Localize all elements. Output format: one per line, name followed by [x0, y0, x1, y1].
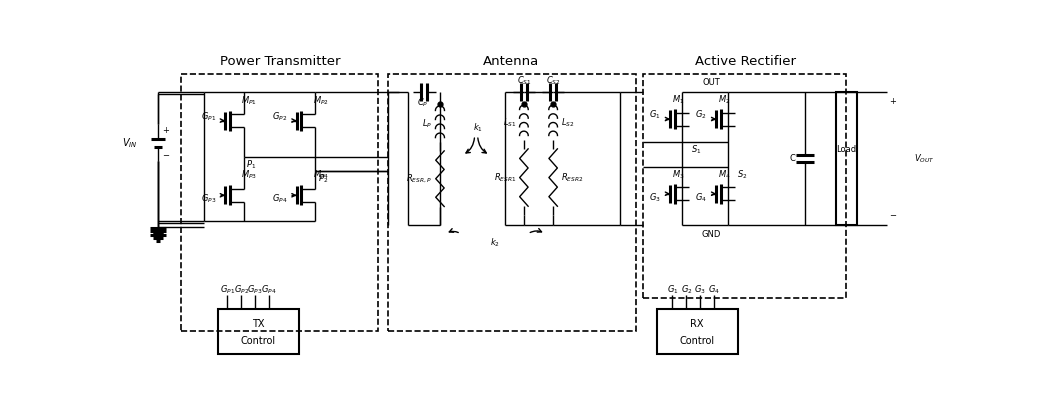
Text: $P_1$: $P_1$ [246, 158, 257, 171]
Text: $L_P$: $L_P$ [422, 118, 432, 130]
Bar [181, 74, 378, 331]
Text: $V_{OUT}$: $V_{OUT}$ [913, 152, 934, 164]
Text: $G_1$: $G_1$ [667, 284, 678, 296]
Text: $V_{IN}$: $V_{IN}$ [121, 136, 137, 150]
Text: $C_{S1}$: $C_{S1}$ [516, 74, 531, 87]
Text: Load: Load [837, 144, 856, 153]
Text: $M_{P4}$: $M_{P4}$ [313, 169, 329, 182]
Text: $M_{P1}$: $M_{P1}$ [241, 94, 258, 107]
Text: $M_3$: $M_3$ [671, 168, 684, 181]
Text: $L_{S2}$: $L_{S2}$ [561, 116, 575, 129]
Text: $G_{P4}$: $G_{P4}$ [272, 193, 288, 205]
Text: $S_1$: $S_1$ [691, 144, 701, 156]
Text: $G_{P1}$: $G_{P1}$ [220, 284, 235, 296]
Text: Power Transmitter: Power Transmitter [220, 55, 340, 68]
Text: $k_2$: $k_2$ [490, 237, 500, 249]
Bar [836, 92, 857, 224]
Text: OUT: OUT [703, 78, 720, 86]
Text: $G_3$: $G_3$ [649, 191, 661, 204]
Text: $G_{P4}$: $G_{P4}$ [262, 284, 276, 296]
Text: RX: RX [690, 319, 704, 328]
Bar [656, 309, 737, 354]
Text: $M_1$: $M_1$ [672, 93, 684, 106]
Text: $G_2$: $G_2$ [695, 109, 707, 122]
Text: $L_{S1}$: $L_{S1}$ [503, 116, 516, 129]
Text: $R_{ESR2}$: $R_{ESR2}$ [561, 171, 583, 184]
Text: C: C [789, 154, 795, 163]
Text: $G_2$: $G_2$ [681, 284, 692, 296]
Text: $M_{P2}$: $M_{P2}$ [313, 94, 329, 107]
Text: $G_{P2}$: $G_{P2}$ [233, 284, 249, 296]
Text: $G_{P2}$: $G_{P2}$ [272, 111, 288, 123]
Bar [218, 309, 298, 354]
Text: $C_{S2}$: $C_{S2}$ [545, 74, 560, 87]
Text: −: − [889, 211, 896, 220]
Text: $G_3$: $G_3$ [694, 284, 706, 296]
Bar [643, 74, 846, 298]
Text: GND: GND [701, 230, 720, 239]
Text: $G_4$: $G_4$ [708, 284, 720, 296]
Text: −: − [162, 151, 170, 160]
Text: $M_2$: $M_2$ [718, 93, 730, 106]
Text: $C_P$: $C_P$ [417, 97, 428, 109]
Text: TX: TX [252, 319, 265, 328]
Text: $M_{P3}$: $M_{P3}$ [241, 169, 258, 182]
Text: $G_{P1}$: $G_{P1}$ [201, 111, 216, 123]
Text: $G_4$: $G_4$ [695, 191, 707, 204]
Text: $R_{ESR,P}$: $R_{ESR,P}$ [406, 173, 432, 185]
Text: $G_{P3}$: $G_{P3}$ [247, 284, 263, 296]
Text: $k_1$: $k_1$ [472, 121, 483, 134]
Text: $R_{ESR1}$: $R_{ESR1}$ [494, 171, 516, 184]
Text: +: + [889, 97, 896, 106]
Text: $S_2$: $S_2$ [737, 168, 748, 181]
Text: Active Rectifier: Active Rectifier [695, 55, 796, 68]
Text: Control: Control [680, 336, 715, 346]
Bar [387, 74, 636, 331]
Text: $G_{P3}$: $G_{P3}$ [201, 193, 216, 205]
Text: $G_1$: $G_1$ [649, 109, 661, 122]
Text: Antenna: Antenna [483, 55, 539, 68]
Text: $P_2$: $P_2$ [317, 172, 328, 184]
Text: Control: Control [241, 336, 275, 346]
Text: $M_4$: $M_4$ [718, 168, 731, 181]
Text: +: + [162, 126, 170, 135]
